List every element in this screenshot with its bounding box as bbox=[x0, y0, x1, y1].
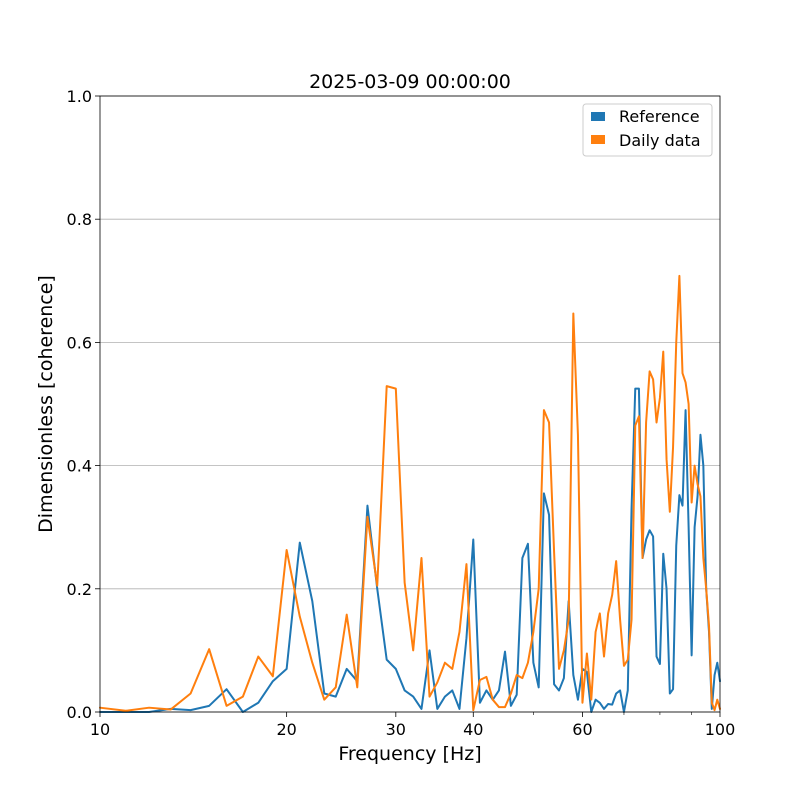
y-tick-label: 0.8 bbox=[67, 210, 92, 229]
x-axis-label: Frequency [Hz] bbox=[338, 743, 481, 765]
legend: Reference Daily data bbox=[582, 103, 713, 157]
x-tick-label: 10 bbox=[90, 720, 110, 739]
legend-label-daily-data: Daily data bbox=[619, 131, 701, 150]
plot-frame bbox=[99, 95, 721, 713]
legend-swatch-daily-data bbox=[591, 135, 605, 144]
x-tick-label: 40 bbox=[463, 720, 483, 739]
legend-label-reference: Reference bbox=[619, 107, 700, 126]
y-axis-label: Dimensionless [coherence] bbox=[35, 275, 57, 533]
y-tick-label: 0.6 bbox=[67, 333, 92, 352]
legend-box bbox=[582, 103, 713, 157]
x-tick-label: 30 bbox=[386, 720, 406, 739]
series-line-reference bbox=[99, 387, 721, 713]
y-tick-label: 0.2 bbox=[67, 580, 92, 599]
x-tick-label: 100 bbox=[705, 720, 736, 739]
y-tick-label: 1.0 bbox=[67, 87, 92, 106]
legend-swatch-reference bbox=[591, 112, 605, 121]
x-tick-label: 20 bbox=[276, 720, 296, 739]
y-tick-label: 0.4 bbox=[67, 457, 92, 476]
series-lines bbox=[99, 274, 721, 713]
series-line-daily-data bbox=[99, 274, 721, 712]
axes: 0.0 0.2 0.4 0.6 0.8 1.0 10 20 30 40 60 100 bbox=[67, 87, 736, 739]
chart-title: 2025-03-09 00:00:00 bbox=[309, 71, 511, 93]
plot-area bbox=[100, 96, 720, 712]
y-tick-label: 0.0 bbox=[67, 703, 92, 722]
x-tick-label: 60 bbox=[572, 720, 592, 739]
